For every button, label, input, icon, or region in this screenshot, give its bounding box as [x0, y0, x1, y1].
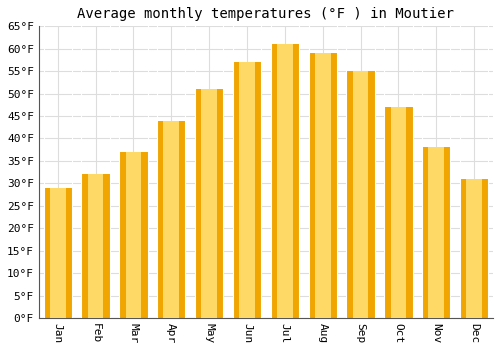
Bar — [88, 174, 104, 318]
Bar — [428, 147, 444, 318]
Bar — [157, 120, 186, 318]
Bar — [277, 44, 292, 318]
Bar — [126, 152, 141, 318]
Bar — [202, 89, 217, 318]
Bar — [460, 179, 488, 318]
Bar — [233, 62, 261, 318]
Bar — [353, 71, 368, 318]
Bar — [390, 107, 406, 318]
Bar — [422, 147, 450, 318]
Bar — [466, 179, 482, 318]
Bar — [82, 174, 110, 318]
Bar — [44, 188, 72, 318]
Bar — [384, 107, 412, 318]
Bar — [270, 44, 299, 318]
Bar — [315, 53, 330, 318]
Bar — [50, 188, 66, 318]
Bar — [195, 89, 224, 318]
Bar — [119, 152, 148, 318]
Bar — [308, 53, 337, 318]
Title: Average monthly temperatures (°F ) in Moutier: Average monthly temperatures (°F ) in Mo… — [78, 7, 454, 21]
Bar — [164, 120, 179, 318]
Bar — [239, 62, 255, 318]
Bar — [346, 71, 375, 318]
